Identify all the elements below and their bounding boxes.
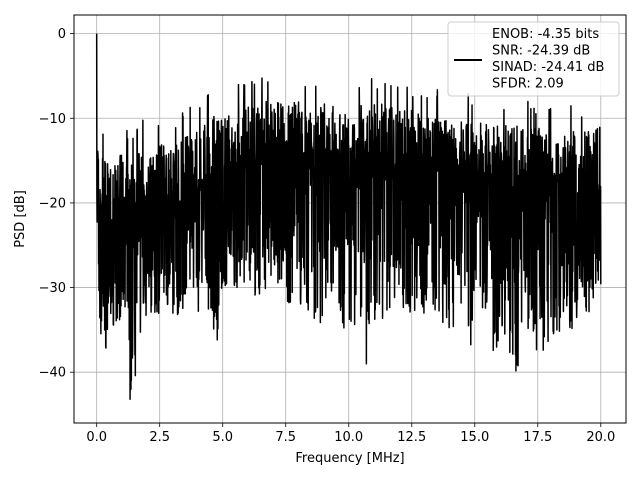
x-tick-label: 5.0	[212, 430, 233, 445]
y-axis-label: PSD [dB]	[13, 190, 28, 248]
psd-series-line	[95, 33, 602, 400]
y-tick-label: −40	[39, 366, 66, 381]
x-tick-label: 20.0	[586, 430, 615, 445]
x-tick-label: 17.5	[523, 430, 552, 445]
legend-label: ENOB: -4.35 bits SNR: -24.39 dB SINAD: -24…	[492, 27, 604, 92]
y-tick-label: 0	[58, 27, 66, 42]
y-tick-label: −30	[39, 281, 66, 296]
x-tick-label: 0.0	[86, 430, 107, 445]
legend-box	[447, 21, 620, 97]
x-axis-label: Frequency [MHz]	[295, 451, 404, 466]
x-tick-label: 15.0	[460, 430, 489, 445]
legend: ENOB: -4.35 bits SNR: -24.39 dB SINAD: -24…	[447, 21, 620, 97]
y-tick-label: −10	[39, 112, 66, 127]
x-tick-label: 12.5	[397, 430, 426, 445]
ticks: 0.0 2.5 5.0 7.5 10.0 12.5 15.0 17.5 20.0 0 −10 −20 −…	[39, 27, 616, 445]
plot-frame	[73, 14, 627, 424]
y-tick-label: −20	[39, 196, 66, 211]
x-tick-label: 7.5	[275, 430, 296, 445]
x-tick-label: 2.5	[149, 430, 170, 445]
series-layer	[95, 33, 602, 400]
x-tick-label: 10.0	[334, 430, 363, 445]
